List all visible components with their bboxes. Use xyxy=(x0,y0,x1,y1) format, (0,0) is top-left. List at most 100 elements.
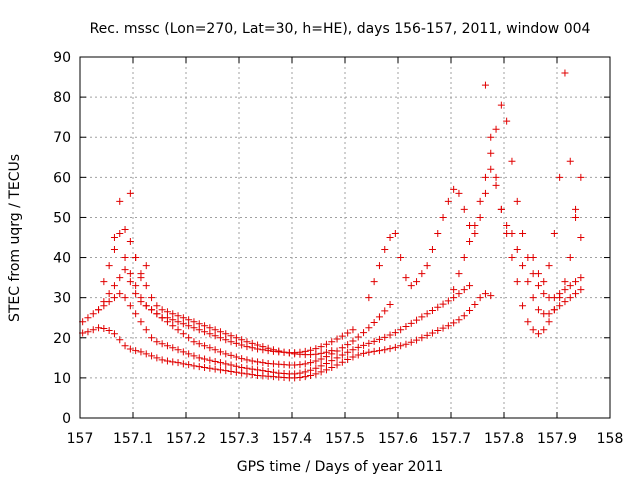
data-point xyxy=(301,360,309,368)
data-point xyxy=(190,318,198,326)
data-point xyxy=(360,329,368,337)
data-point xyxy=(503,229,511,237)
data-point xyxy=(238,355,246,363)
data-point xyxy=(158,340,166,348)
data-point xyxy=(444,322,452,330)
x-tick-label: 158 xyxy=(597,431,624,447)
data-point xyxy=(169,322,177,330)
data-point xyxy=(142,326,150,334)
data-point xyxy=(227,332,235,340)
data-point xyxy=(142,350,150,358)
data-point xyxy=(577,173,585,181)
data-point xyxy=(312,364,320,372)
data-point xyxy=(487,133,495,141)
data-point xyxy=(481,290,489,298)
data-point xyxy=(402,274,410,282)
data-point xyxy=(95,324,103,332)
data-point xyxy=(529,326,537,334)
data-point xyxy=(110,294,118,302)
data-point xyxy=(365,348,373,356)
data-point xyxy=(148,352,156,360)
data-point xyxy=(285,349,293,357)
data-point xyxy=(116,290,124,298)
data-point xyxy=(534,270,542,278)
data-point xyxy=(434,229,442,237)
data-point xyxy=(497,205,505,213)
data-point xyxy=(216,328,224,336)
data-point xyxy=(381,333,389,341)
data-point xyxy=(137,348,145,356)
data-point xyxy=(227,351,235,359)
data-point xyxy=(163,314,171,322)
data-point xyxy=(148,334,156,342)
data-point xyxy=(545,318,553,326)
data-point xyxy=(206,324,214,332)
data-point xyxy=(508,157,516,165)
data-point xyxy=(89,310,97,318)
data-point xyxy=(444,297,452,305)
data-points xyxy=(79,69,585,382)
data-point xyxy=(222,360,230,368)
data-point xyxy=(455,290,463,298)
data-point xyxy=(317,368,325,376)
data-point xyxy=(455,189,463,197)
data-point xyxy=(195,340,203,348)
data-point xyxy=(317,362,325,370)
data-point xyxy=(307,359,315,367)
data-point xyxy=(132,254,140,262)
y-tick-label: 20 xyxy=(53,331,71,347)
data-point xyxy=(222,350,230,358)
data-point xyxy=(444,197,452,205)
data-point xyxy=(466,307,474,315)
data-point xyxy=(110,282,118,290)
data-point xyxy=(439,213,447,221)
data-point xyxy=(540,278,548,286)
data-point xyxy=(561,278,569,286)
data-point xyxy=(243,364,251,372)
data-point xyxy=(428,307,436,315)
data-point xyxy=(110,246,118,254)
data-point xyxy=(254,358,262,366)
data-point xyxy=(291,370,299,378)
data-point xyxy=(222,367,230,375)
data-point xyxy=(423,262,431,270)
data-point xyxy=(275,347,283,355)
data-point xyxy=(450,286,458,294)
x-tick-label: 157.5 xyxy=(325,431,365,447)
data-point xyxy=(519,262,527,270)
data-point xyxy=(264,367,272,375)
data-point xyxy=(185,322,193,330)
x-tick-label: 157.8 xyxy=(484,431,524,447)
y-tick-label: 80 xyxy=(53,90,71,106)
data-point xyxy=(434,303,442,311)
data-point xyxy=(566,294,574,302)
data-point xyxy=(185,334,193,342)
data-point xyxy=(174,312,182,320)
data-point xyxy=(349,337,357,345)
x-axis-label: GPS time / Days of year 2011 xyxy=(237,459,444,475)
data-point xyxy=(238,363,246,371)
data-point xyxy=(269,346,277,354)
data-point xyxy=(100,298,108,306)
data-point xyxy=(132,310,140,318)
data-point xyxy=(307,366,315,374)
data-point xyxy=(201,322,209,330)
data-point xyxy=(179,320,187,328)
chart-title: Rec. mssc (Lon=270, Lat=30, h=HE), days … xyxy=(90,21,591,37)
data-point xyxy=(572,213,580,221)
data-point xyxy=(397,326,405,334)
y-tick-label: 50 xyxy=(53,210,71,226)
data-point xyxy=(322,340,330,348)
data-point xyxy=(232,353,240,361)
data-point xyxy=(322,359,330,367)
data-point xyxy=(195,320,203,328)
data-point xyxy=(126,302,134,310)
data-point xyxy=(370,319,378,327)
data-point xyxy=(254,341,262,349)
data-point xyxy=(185,316,193,324)
data-point xyxy=(492,173,500,181)
data-point xyxy=(211,357,219,365)
axis-ticks: 157 157.1 157.2 157.3 157.4 157.5 157.6 157.7 15… xyxy=(53,50,623,447)
data-point xyxy=(370,278,378,286)
data-point xyxy=(153,302,161,310)
